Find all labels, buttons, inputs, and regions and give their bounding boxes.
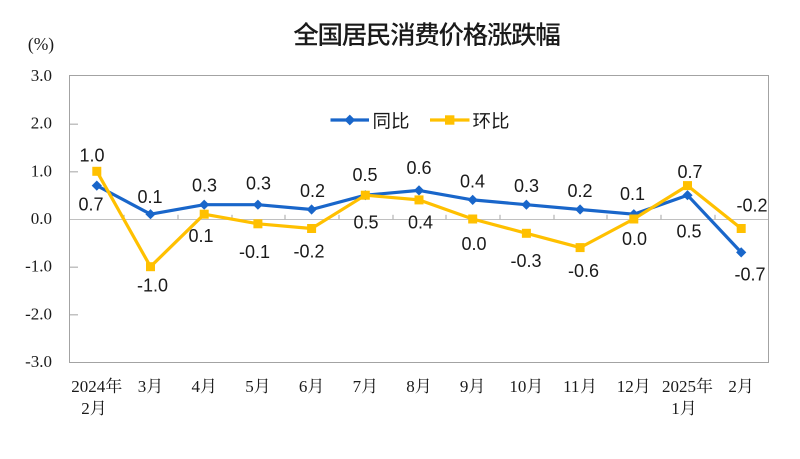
svg-text:0.1: 0.1 (188, 226, 213, 246)
svg-text:8: 8 (406, 377, 415, 396)
svg-text:-0.7: -0.7 (734, 265, 765, 285)
svg-text:0.0: 0.0 (622, 229, 647, 249)
svg-text:0.6: 0.6 (406, 158, 431, 178)
svg-text:-0.6: -0.6 (568, 261, 599, 281)
svg-text:2.0: 2.0 (31, 114, 52, 133)
svg-text:0.3: 0.3 (246, 174, 271, 194)
svg-text:0.4: 0.4 (460, 172, 485, 192)
svg-text:-3.0: -3.0 (25, 352, 52, 371)
svg-text:-0.2: -0.2 (293, 242, 324, 262)
svg-text:9: 9 (460, 377, 469, 396)
svg-text:7: 7 (353, 377, 362, 396)
svg-text:0.0: 0.0 (461, 234, 486, 254)
svg-text:3: 3 (138, 377, 147, 396)
svg-text:0.5: 0.5 (352, 165, 377, 185)
svg-text:0.3: 0.3 (514, 176, 539, 196)
svg-text:2025: 2025 (662, 377, 696, 396)
svg-text:-0.2: -0.2 (736, 196, 767, 216)
svg-text:0.1: 0.1 (620, 184, 645, 204)
svg-text:-1.0: -1.0 (25, 257, 52, 276)
svg-text:0.2: 0.2 (567, 181, 592, 201)
svg-text:0.4: 0.4 (408, 213, 433, 233)
svg-text:6: 6 (299, 377, 308, 396)
svg-text:2: 2 (728, 377, 737, 396)
svg-text:1: 1 (671, 399, 680, 418)
svg-text:-2.0: -2.0 (25, 304, 52, 323)
svg-text:1.0: 1.0 (31, 161, 52, 180)
svg-text:0.3: 0.3 (192, 176, 217, 196)
svg-text:-0.3: -0.3 (510, 251, 541, 271)
svg-text:0.7: 0.7 (677, 162, 702, 182)
svg-text:(%): (%) (28, 34, 54, 54)
svg-text:3.0: 3.0 (31, 66, 52, 85)
svg-text:-0.1: -0.1 (239, 242, 270, 262)
svg-text:0.5: 0.5 (676, 222, 701, 242)
svg-text:0.1: 0.1 (137, 187, 162, 207)
svg-text:0.0: 0.0 (31, 209, 52, 228)
svg-text:12: 12 (617, 377, 634, 396)
svg-text:1.0: 1.0 (79, 146, 104, 166)
svg-text:11: 11 (563, 377, 579, 396)
svg-text:0.2: 0.2 (300, 181, 325, 201)
svg-text:10: 10 (509, 377, 526, 396)
svg-text:-1.0: -1.0 (137, 276, 168, 296)
svg-text:0.5: 0.5 (353, 213, 378, 233)
svg-text:5: 5 (245, 377, 254, 396)
svg-text:2024: 2024 (71, 377, 106, 396)
svg-text:2: 2 (81, 399, 90, 418)
svg-text:4: 4 (192, 377, 201, 396)
svg-text:0.7: 0.7 (78, 195, 103, 215)
